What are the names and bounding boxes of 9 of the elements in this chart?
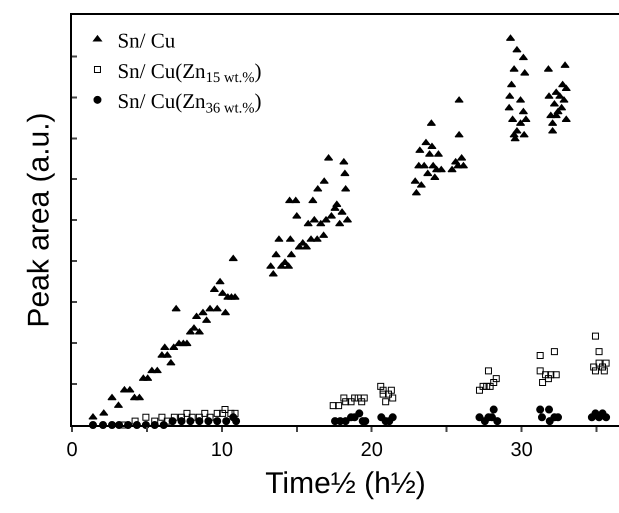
x-axis-title: Time½ (h½) — [265, 467, 426, 500]
legend-label: Sn/ Cu — [117, 28, 176, 52]
y-axis-title: Peak area (a.u.) — [22, 112, 56, 328]
x-tick-label: 10 — [210, 439, 233, 461]
x-tick-label: 20 — [360, 439, 383, 461]
legend-label: Sn/ Cu(Zn$_{15 wt.%}$) — [117, 58, 262, 86]
x-tick-label: 30 — [510, 439, 533, 461]
x-tick-label: 0 — [66, 439, 78, 461]
legend-label: Sn/ Cu(Zn$_{36 wt.%}$) — [117, 89, 262, 116]
